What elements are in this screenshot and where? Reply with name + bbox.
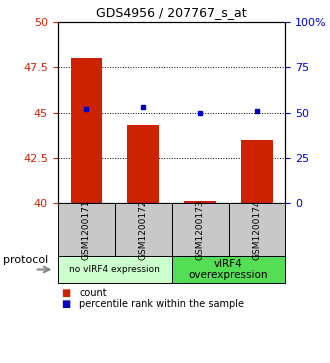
Bar [184,200,216,203]
Text: GSM1200174: GSM1200174 [252,199,261,260]
Bar [71,58,102,203]
Bar [241,140,273,203]
Text: ■: ■ [61,299,70,309]
Text: ■: ■ [61,288,70,298]
Text: percentile rank within the sample: percentile rank within the sample [79,299,244,309]
Text: count: count [79,288,107,298]
Text: vIRF4
overexpression: vIRF4 overexpression [189,259,268,280]
Title: GDS4956 / 207767_s_at: GDS4956 / 207767_s_at [96,6,247,19]
Text: GSM1200172: GSM1200172 [139,199,148,260]
Text: no vIRF4 expression: no vIRF4 expression [69,265,160,274]
Bar [127,125,159,203]
Text: GSM1200173: GSM1200173 [196,199,205,260]
Text: GSM1200171: GSM1200171 [82,199,91,260]
Text: protocol: protocol [3,256,49,265]
